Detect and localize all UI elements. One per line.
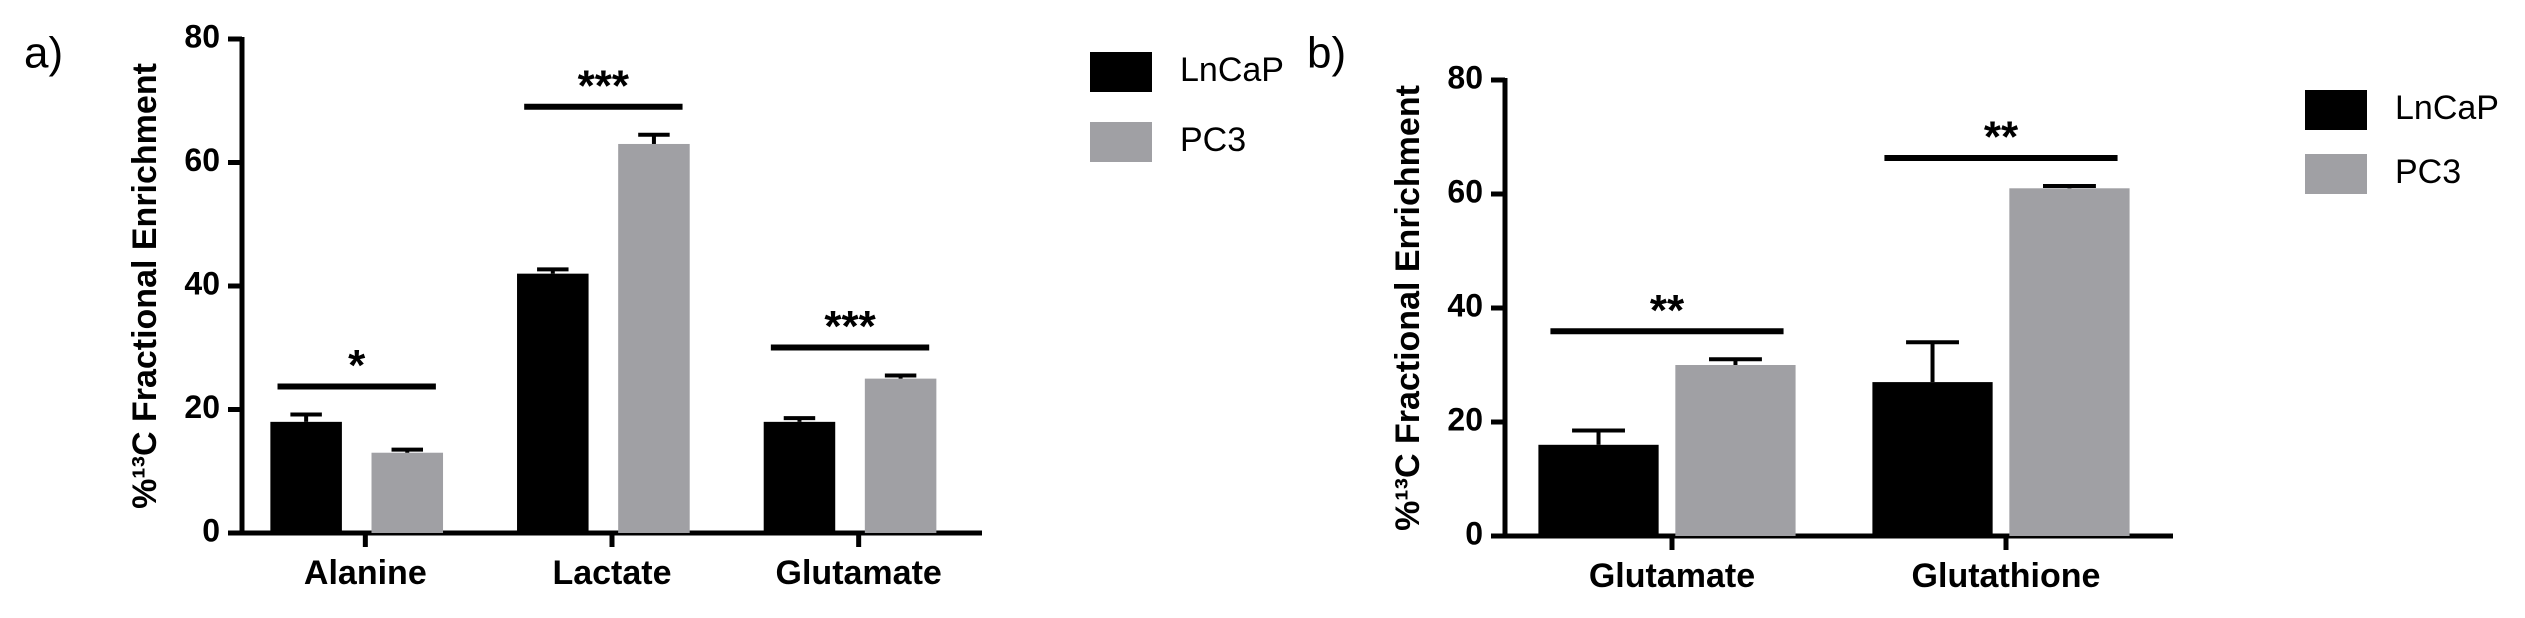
error-bar xyxy=(1709,357,1762,365)
y-tick-label: 80 xyxy=(184,18,220,54)
x-tick-label: Glutathione xyxy=(1912,557,2101,595)
significance-label: ** xyxy=(1984,113,2019,162)
error-bar xyxy=(783,416,816,422)
x-tick-label: Glutamate xyxy=(1589,557,1755,595)
error-bar xyxy=(1572,428,1625,445)
bar xyxy=(270,421,342,533)
x-tick-label: Glutamate xyxy=(776,554,942,592)
y-tick-label: 20 xyxy=(184,389,220,425)
legend-label: LnCaP xyxy=(2395,89,2499,127)
legend-swatch xyxy=(2305,90,2367,130)
error-bar xyxy=(638,132,670,144)
legend-label: PC3 xyxy=(1180,121,1246,159)
bar xyxy=(763,421,836,533)
error-bar xyxy=(2043,184,2096,189)
legend-label: PC3 xyxy=(2395,153,2461,191)
legend-swatch xyxy=(2305,154,2367,194)
y-tick-label: 80 xyxy=(1447,59,1483,95)
error-bar xyxy=(290,412,322,422)
y-tick-label: 40 xyxy=(184,265,220,301)
bar xyxy=(864,378,937,533)
bar xyxy=(1872,382,1993,536)
error-bar xyxy=(884,373,917,379)
y-tick-label: 60 xyxy=(1447,173,1483,209)
legend-swatch xyxy=(1090,122,1152,162)
significance-label: *** xyxy=(578,61,630,110)
panel-label: b) xyxy=(1307,29,1346,78)
bar xyxy=(2009,188,2130,537)
significance-label: * xyxy=(348,341,366,390)
x-tick-label: Alanine xyxy=(304,554,427,592)
y-axis-label: %¹³C Fractional Enrichment xyxy=(1389,85,1427,531)
error-bar xyxy=(1906,340,1959,383)
bar xyxy=(371,452,444,533)
y-tick-label: 20 xyxy=(1447,401,1483,437)
bar xyxy=(517,273,589,533)
bar xyxy=(1675,365,1796,536)
bar xyxy=(1538,444,1659,536)
x-tick-label: Lactate xyxy=(552,554,671,592)
bar xyxy=(618,143,690,533)
y-tick-label: 0 xyxy=(1465,515,1483,551)
y-tick-label: 0 xyxy=(202,512,220,548)
y-tick-label: 40 xyxy=(1447,287,1483,323)
error-bar xyxy=(537,267,569,274)
significance-label: ** xyxy=(1650,286,1685,335)
significance-label: *** xyxy=(824,302,876,351)
panel-label: a) xyxy=(24,29,63,78)
legend-label: LnCaP xyxy=(1180,51,1284,89)
y-axis-label: %¹³C Fractional Enrichment xyxy=(126,63,164,509)
y-tick-label: 60 xyxy=(184,142,220,178)
error-bar xyxy=(391,447,424,453)
legend-swatch xyxy=(1090,52,1152,92)
